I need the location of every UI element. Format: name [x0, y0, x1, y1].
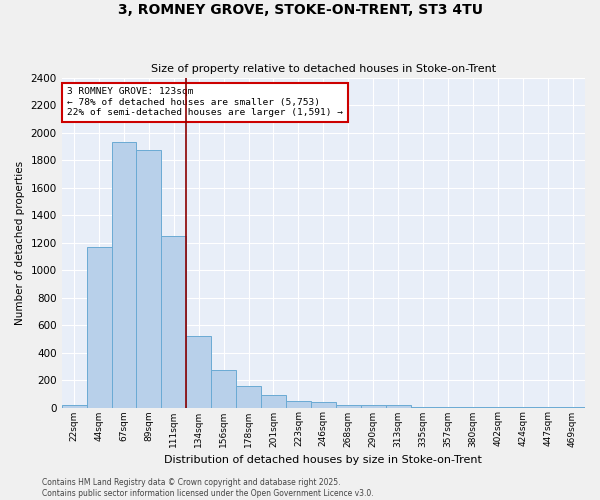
Text: 3 ROMNEY GROVE: 123sqm
← 78% of detached houses are smaller (5,753)
22% of semi-: 3 ROMNEY GROVE: 123sqm ← 78% of detached…	[67, 88, 343, 118]
Bar	[336, 406, 361, 407]
Title: Size of property relative to detached houses in Stoke-on-Trent: Size of property relative to detached ho…	[151, 64, 496, 74]
Bar	[161, 236, 186, 408]
Bar	[186, 336, 211, 407]
Bar	[510, 407, 535, 408]
Bar	[261, 395, 286, 407]
Bar	[136, 150, 161, 408]
Y-axis label: Number of detached properties: Number of detached properties	[15, 160, 25, 324]
X-axis label: Distribution of detached houses by size in Stoke-on-Trent: Distribution of detached houses by size …	[164, 455, 482, 465]
Bar	[311, 402, 336, 407]
Text: 3, ROMNEY GROVE, STOKE-ON-TRENT, ST3 4TU: 3, ROMNEY GROVE, STOKE-ON-TRENT, ST3 4TU	[118, 2, 482, 16]
Text: Contains HM Land Registry data © Crown copyright and database right 2025.
Contai: Contains HM Land Registry data © Crown c…	[42, 478, 374, 498]
Bar	[436, 407, 460, 408]
Bar	[112, 142, 136, 407]
Bar	[86, 246, 112, 408]
Bar	[62, 405, 86, 407]
Bar	[410, 407, 436, 408]
Bar	[286, 401, 311, 407]
Bar	[386, 405, 410, 407]
Bar	[560, 407, 585, 408]
Bar	[236, 386, 261, 407]
Bar	[211, 370, 236, 408]
Bar	[361, 406, 386, 407]
Bar	[535, 407, 560, 408]
Bar	[485, 407, 510, 408]
Bar	[460, 407, 485, 408]
